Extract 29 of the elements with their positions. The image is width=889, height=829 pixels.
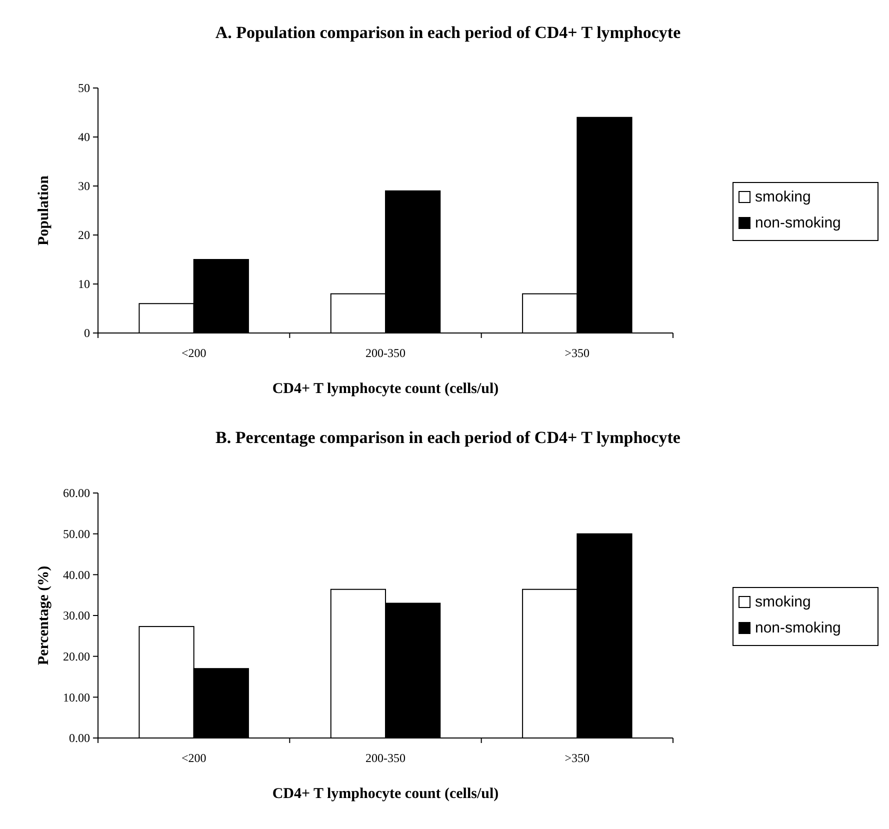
- y-tick-label: 40.00: [63, 568, 90, 582]
- y-tick-label: 10: [78, 277, 90, 292]
- x-tick-label: <200: [181, 346, 206, 360]
- legend-label: non-smoking: [755, 214, 841, 232]
- x-tick-label: >350: [564, 751, 590, 765]
- y-tick-label: 20: [78, 228, 90, 242]
- legend-label: non-smoking: [755, 620, 841, 636]
- y-tick-label: 50.00: [63, 527, 90, 542]
- y-tick-label: 40: [78, 130, 90, 144]
- chart-title: A. Population comparison in each period of CD4+ T lymphocyte: [215, 23, 682, 42]
- y-tick-label: 20.00: [63, 650, 90, 664]
- x-tick-label: 200-350: [366, 346, 406, 360]
- legend-label: smoking: [755, 594, 811, 610]
- y-tick-label: 60.00: [63, 486, 90, 500]
- y-tick-label: 30: [78, 179, 90, 194]
- legend-label: smoking: [755, 188, 811, 206]
- y-axis-title: Population: [36, 174, 52, 246]
- x-tick-label: <200: [181, 751, 206, 765]
- y-tick-label: 30.00: [63, 608, 90, 623]
- y-tick-label: 0: [84, 326, 90, 340]
- x-axis-title: CD4+ T lymphocyte count (cells/ul): [272, 381, 499, 397]
- x-tick-label: >350: [564, 346, 590, 360]
- y-tick-label: 50: [78, 81, 90, 96]
- y-tick-label: 10.00: [63, 690, 90, 704]
- y-axis-title: Percentage (%): [36, 566, 52, 666]
- x-tick-label: 200-350: [366, 751, 406, 765]
- y-tick-label: 0.00: [69, 731, 90, 746]
- chart-title: B. Percentage comparison in each period of CD4+ T lymphocyte: [216, 428, 681, 447]
- x-axis-title: CD4+ T lymphocyte count (cells/ul): [272, 786, 499, 802]
